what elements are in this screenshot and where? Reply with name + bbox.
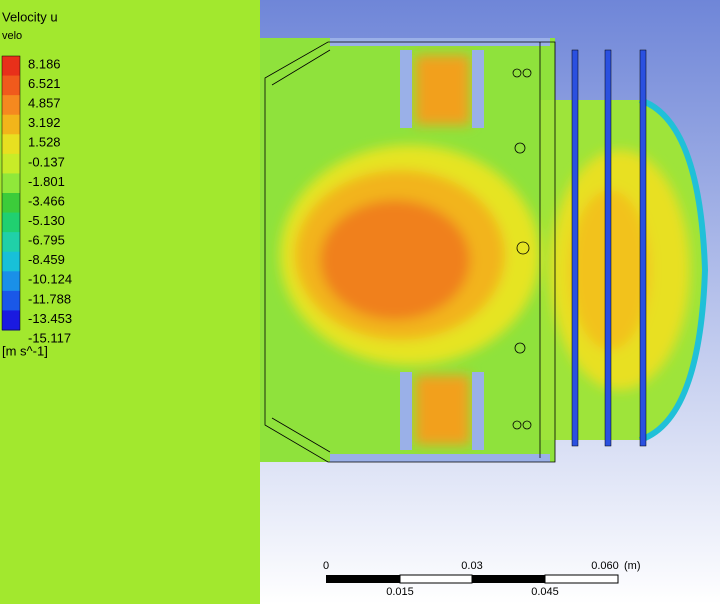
legend-level: -15.117 (28, 330, 71, 345)
scale-label: 0.03 (461, 560, 482, 572)
colorbar-band (2, 75, 20, 96)
colorbar-band (2, 232, 20, 253)
legend-level: 1.528 (28, 135, 61, 150)
colorbar-band (2, 251, 20, 272)
legend-level: 3.192 (28, 115, 61, 130)
legend-level: -8.459 (28, 252, 65, 267)
legend-level: 4.857 (28, 96, 61, 111)
colorbar-band (2, 193, 20, 214)
scale-label: 0.060 (591, 560, 619, 572)
colorbar-band (2, 134, 20, 155)
colorbar-band (2, 290, 20, 311)
colorbar-band (2, 271, 20, 292)
colorbar-band (2, 173, 20, 194)
legend-level: -6.795 (28, 233, 65, 248)
legend-level: -13.453 (28, 311, 72, 326)
legend-level: -0.137 (28, 154, 65, 169)
scale-label: 0 (323, 560, 329, 572)
legend-unit: [m s^-1] (2, 343, 48, 358)
legend-variable: velo (2, 30, 22, 42)
legend-level: 8.186 (28, 56, 61, 71)
legend-level: -11.788 (28, 291, 71, 306)
legend-level: -1.801 (28, 174, 65, 189)
scale-label: 0.045 (531, 586, 559, 598)
colorbar-band (2, 95, 20, 116)
legend-level: -5.130 (28, 213, 65, 228)
legend-title: Velocity u (2, 9, 58, 24)
colorbar-band (2, 310, 20, 331)
legend-level: -3.466 (28, 193, 65, 208)
colorbar-frame (1, 55, 21, 331)
scale-unit: (m) (624, 560, 641, 572)
legend-level: 6.521 (28, 76, 61, 91)
colorbar-band (2, 153, 20, 174)
colorbar-band (2, 114, 20, 135)
colorbar-band (2, 212, 20, 233)
colorbar: 8.186 6.521 4.857 3.192 1.528 -0.137 -1.801 -3.… (1, 55, 72, 345)
scale-label: 0.015 (386, 586, 414, 598)
scale-bar: 0 0.03 0.060 (m) 0.015 0.045 (323, 560, 641, 598)
colorbar-band (2, 56, 20, 77)
outer-field (0, 0, 260, 604)
legend: Velocity u velo 8.186 6.521 4.857 3.192 1.52… (1, 9, 72, 358)
legend-level: -10.124 (28, 272, 72, 287)
flow-field (260, 38, 709, 463)
